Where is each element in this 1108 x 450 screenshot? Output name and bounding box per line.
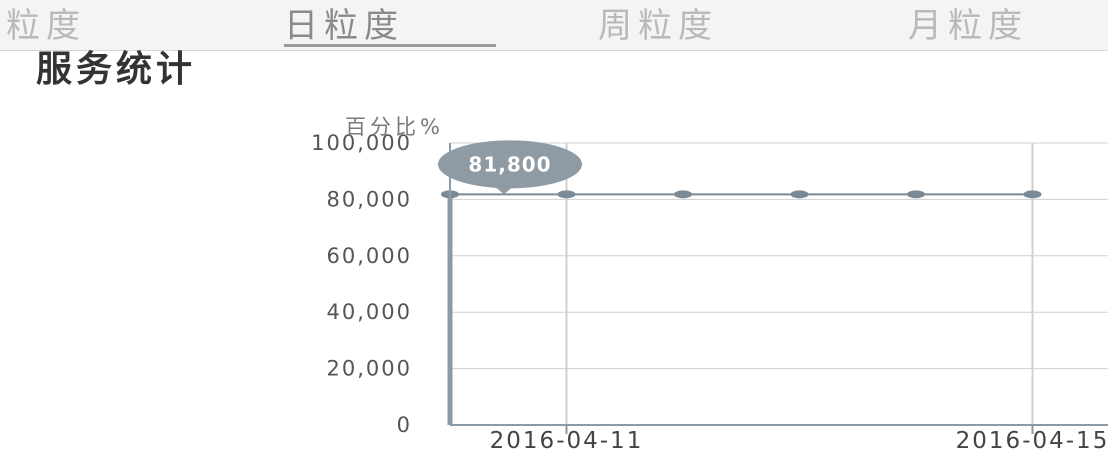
tab-granularity[interactable]: 粒度 <box>6 6 86 46</box>
data-point <box>790 190 809 199</box>
tab-weekly-granularity[interactable]: 周粒度 <box>598 6 718 46</box>
y-tick-label: 20,000 <box>327 357 412 381</box>
tooltip-value: 81,800 <box>468 152 551 176</box>
y-tick-label: 100,000 <box>311 131 412 155</box>
granularity-tabbar: 粒度 日粒度 周粒度 月粒度 <box>0 0 1108 51</box>
tab-daily-granularity[interactable]: 日粒度 <box>284 6 404 46</box>
page-title: 服务统计 <box>36 49 197 90</box>
y-tick-label: 0 <box>397 413 412 437</box>
tab-monthly-granularity[interactable]: 月粒度 <box>908 6 1028 46</box>
data-point <box>1023 190 1042 199</box>
y-tick-label: 60,000 <box>327 244 412 268</box>
y-tick-label: 80,000 <box>327 187 412 211</box>
x-tick-label: 2016-04-11 <box>490 428 644 450</box>
y-tick-label: 40,000 <box>327 300 412 324</box>
y-axis-title: 百分比% <box>345 115 444 139</box>
tooltip-bubble <box>438 140 582 189</box>
x-tick-label: 2016-04-15 <box>956 428 1108 450</box>
data-point <box>674 190 692 199</box>
active-tab-underline <box>284 44 496 47</box>
data-point <box>557 190 576 199</box>
data-point <box>907 190 925 199</box>
